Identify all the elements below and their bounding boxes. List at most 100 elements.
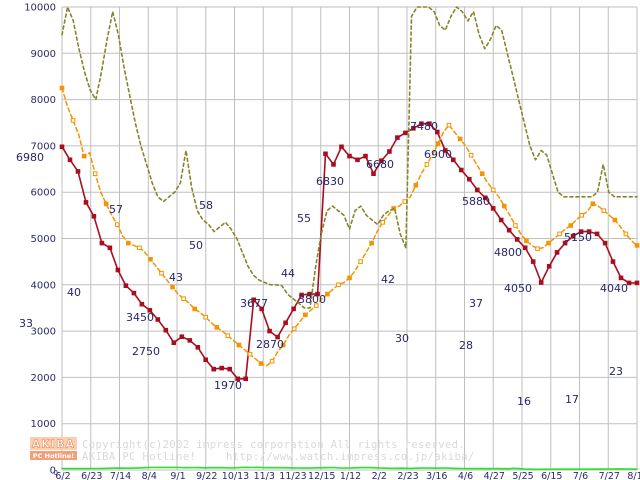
data-point-marker — [267, 328, 272, 334]
data-point-marker — [291, 306, 296, 312]
data-label: 28 — [459, 339, 473, 352]
data-point-marker — [70, 118, 76, 123]
data-point-marker — [139, 301, 145, 307]
data-point-marker — [490, 206, 496, 211]
data-point-marker — [371, 171, 376, 176]
data-point-marker — [59, 144, 65, 150]
data-label: 5150 — [564, 231, 592, 244]
data-point-marker — [435, 141, 441, 146]
data-point-marker — [323, 151, 328, 157]
data-point-marker — [557, 231, 562, 237]
data-point-marker — [498, 217, 504, 223]
data-point-marker — [535, 246, 540, 251]
data-point-marker — [227, 366, 232, 372]
x-axis-tick-label: 3/16 — [426, 471, 447, 480]
data-point-marker — [446, 122, 452, 128]
data-point-marker — [623, 231, 629, 237]
data-point-marker — [291, 326, 297, 332]
data-point-marker — [275, 334, 280, 340]
x-axis-tick-label: 9/22 — [196, 471, 217, 480]
x-axis-tick-label: 11/3 — [254, 471, 275, 480]
data-label: 6680 — [366, 158, 394, 171]
x-axis-tick-label: 11/23 — [279, 471, 306, 480]
x-axis-tick-label: 4/27 — [484, 471, 505, 480]
data-point-marker — [259, 306, 264, 312]
data-point-marker — [307, 291, 312, 297]
data-point-marker — [170, 284, 175, 290]
data-point-marker — [269, 358, 275, 364]
data-point-marker — [379, 158, 384, 163]
data-point-marker — [530, 259, 536, 264]
data-label: 2750 — [132, 345, 160, 358]
y-axis-tick-label: 4000 — [31, 280, 56, 291]
data-point-marker — [395, 135, 400, 140]
data-point-marker — [427, 121, 432, 127]
data-point-marker — [59, 85, 65, 91]
y-axis-tick-label: 2000 — [31, 373, 56, 384]
x-axis-origin-label: 0 — [54, 469, 58, 477]
data-point-marker — [602, 240, 608, 246]
data-point-marker — [457, 136, 463, 142]
data-label: 42 — [381, 273, 395, 286]
data-label: 58 — [199, 199, 213, 212]
data-point-marker — [634, 280, 640, 286]
data-point-marker — [155, 317, 161, 322]
data-label: 6830 — [316, 175, 344, 188]
data-point-marker — [402, 199, 408, 204]
data-point-marker — [235, 376, 240, 382]
data-point-marker — [483, 195, 488, 201]
data-point-marker — [568, 223, 574, 228]
data-point-marker — [339, 144, 344, 150]
data-label: 1970 — [214, 379, 242, 392]
series-line — [61, 466, 638, 471]
data-point-marker — [358, 259, 363, 264]
data-point-marker — [586, 229, 592, 234]
data-point-marker — [513, 223, 518, 228]
data-point-marker — [236, 342, 242, 348]
data-label: 6980 — [16, 151, 44, 164]
data-label: 23 — [609, 365, 623, 378]
data-point-marker — [137, 245, 142, 251]
data-point-marker — [103, 201, 109, 207]
data-point-marker — [570, 233, 576, 239]
data-point-marker — [538, 280, 544, 285]
data-label: 3677 — [240, 297, 268, 310]
series-line — [61, 6, 638, 309]
data-point-marker — [83, 200, 89, 205]
data-point-marker — [347, 153, 352, 159]
site-url-link[interactable]: http://www.watch.impress.co.jp/akiba/ — [226, 451, 475, 463]
data-point-marker — [203, 357, 208, 363]
data-point-marker — [413, 183, 419, 188]
x-axis-tick-label: 5/25 — [512, 471, 533, 480]
data-point-marker — [546, 264, 552, 269]
data-label: 7480 — [410, 120, 438, 133]
data-point-marker — [315, 291, 320, 297]
data-point-marker — [336, 282, 341, 288]
data-point-marker — [506, 227, 512, 233]
data-point-marker — [211, 366, 216, 372]
data-point-marker — [75, 169, 81, 174]
data-point-marker — [451, 157, 456, 163]
data-point-marker — [179, 334, 185, 339]
data-label: 43 — [169, 271, 183, 284]
data-point-marker — [303, 312, 308, 318]
data-label: 40 — [67, 286, 81, 299]
series-layer — [59, 6, 640, 471]
x-axis-tick-label: 7/27 — [599, 471, 620, 480]
data-point-marker — [214, 325, 220, 330]
data-point-marker — [123, 283, 129, 288]
data-point-marker — [347, 275, 352, 281]
x-axis-tick-label: 6/15 — [541, 471, 562, 480]
data-point-marker — [115, 267, 121, 273]
data-point-marker — [163, 327, 169, 333]
data-label: 5880 — [462, 195, 490, 208]
data-point-marker — [618, 275, 624, 281]
x-axis-labels: 6/2 6/23 7/14 8/4 9/1 9/22 10/13 11/3 11/23 12/15… — [54, 469, 640, 480]
data-point-marker — [243, 376, 248, 382]
data-point-marker — [369, 240, 374, 246]
data-label: 37 — [469, 297, 483, 310]
y-axis-tick-label: 3000 — [31, 327, 56, 338]
data-point-marker — [479, 171, 485, 176]
data-point-marker — [181, 296, 186, 301]
data-point-marker — [195, 345, 201, 350]
